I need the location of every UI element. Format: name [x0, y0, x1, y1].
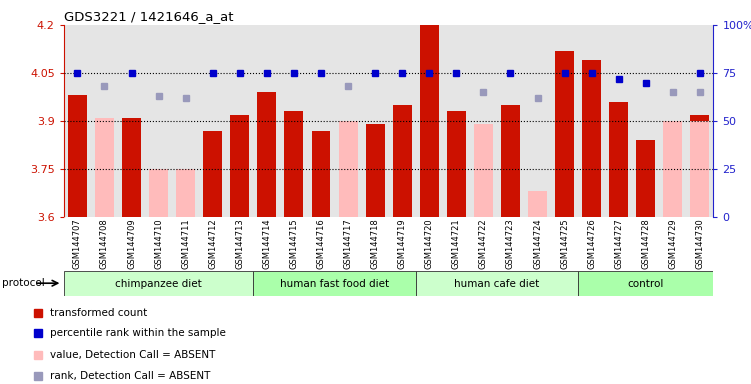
- Text: percentile rank within the sample: percentile rank within the sample: [50, 328, 226, 338]
- Bar: [470, 25, 497, 217]
- Bar: [95, 118, 114, 217]
- FancyBboxPatch shape: [578, 271, 713, 296]
- Text: GSM144710: GSM144710: [154, 218, 163, 269]
- Text: GSM144711: GSM144711: [181, 218, 190, 269]
- Bar: [68, 95, 87, 217]
- Text: GSM144722: GSM144722: [479, 218, 488, 269]
- Text: control: control: [628, 278, 664, 289]
- Bar: [609, 102, 628, 217]
- Bar: [690, 114, 710, 217]
- Bar: [149, 169, 168, 217]
- Text: chimpanzee diet: chimpanzee diet: [115, 278, 202, 289]
- Bar: [659, 25, 686, 217]
- Bar: [361, 25, 389, 217]
- Text: GSM144730: GSM144730: [695, 218, 704, 269]
- Text: GSM144709: GSM144709: [127, 218, 136, 269]
- Bar: [176, 169, 195, 217]
- Text: GSM144720: GSM144720: [425, 218, 434, 269]
- Text: GSM144719: GSM144719: [398, 218, 407, 269]
- Text: GSM144725: GSM144725: [560, 218, 569, 269]
- Bar: [555, 51, 574, 217]
- Bar: [663, 121, 683, 217]
- FancyBboxPatch shape: [253, 271, 416, 296]
- Bar: [551, 25, 578, 217]
- Text: GSM144724: GSM144724: [533, 218, 542, 269]
- Text: GSM144715: GSM144715: [289, 218, 298, 269]
- Text: human cafe diet: human cafe diet: [454, 278, 539, 289]
- Bar: [578, 25, 605, 217]
- Text: GSM144713: GSM144713: [235, 218, 244, 269]
- Bar: [366, 124, 385, 217]
- Text: GSM144717: GSM144717: [343, 218, 352, 269]
- Text: GSM144714: GSM144714: [262, 218, 271, 269]
- Text: GSM144729: GSM144729: [668, 218, 677, 269]
- Text: GSM144721: GSM144721: [452, 218, 461, 269]
- Bar: [285, 111, 303, 217]
- Bar: [312, 131, 330, 217]
- Bar: [145, 25, 172, 217]
- Text: GSM144716: GSM144716: [316, 218, 325, 269]
- Bar: [605, 25, 632, 217]
- Text: GSM144718: GSM144718: [370, 218, 379, 269]
- Bar: [393, 105, 412, 217]
- Bar: [443, 25, 470, 217]
- Bar: [528, 191, 547, 217]
- Text: GSM144727: GSM144727: [614, 218, 623, 269]
- Bar: [632, 25, 659, 217]
- Bar: [339, 121, 357, 217]
- Text: GSM144708: GSM144708: [100, 218, 109, 269]
- Text: GSM144728: GSM144728: [641, 218, 650, 269]
- Bar: [474, 124, 493, 217]
- Bar: [307, 25, 334, 217]
- Text: GSM144726: GSM144726: [587, 218, 596, 269]
- Bar: [420, 25, 439, 217]
- Bar: [447, 111, 466, 217]
- Bar: [172, 25, 199, 217]
- Bar: [204, 131, 222, 217]
- Bar: [226, 25, 253, 217]
- Bar: [524, 25, 551, 217]
- Text: human fast food diet: human fast food diet: [280, 278, 389, 289]
- Bar: [199, 25, 226, 217]
- Text: GDS3221 / 1421646_a_at: GDS3221 / 1421646_a_at: [64, 10, 234, 23]
- Text: protocol: protocol: [2, 278, 45, 288]
- Bar: [686, 25, 713, 217]
- Text: rank, Detection Call = ABSENT: rank, Detection Call = ABSENT: [50, 371, 210, 381]
- FancyBboxPatch shape: [416, 271, 578, 296]
- Bar: [690, 121, 710, 217]
- Bar: [122, 118, 141, 217]
- Bar: [416, 25, 443, 217]
- Text: GSM144723: GSM144723: [506, 218, 515, 269]
- Bar: [118, 25, 145, 217]
- Bar: [389, 25, 416, 217]
- Bar: [91, 25, 118, 217]
- Bar: [334, 25, 361, 217]
- Text: value, Detection Call = ABSENT: value, Detection Call = ABSENT: [50, 350, 216, 360]
- Text: GSM144712: GSM144712: [208, 218, 217, 269]
- Text: GSM144707: GSM144707: [73, 218, 82, 269]
- Bar: [253, 25, 280, 217]
- Bar: [64, 25, 91, 217]
- Bar: [501, 105, 520, 217]
- Bar: [497, 25, 524, 217]
- Bar: [231, 114, 249, 217]
- FancyBboxPatch shape: [64, 271, 253, 296]
- Bar: [582, 60, 601, 217]
- Text: transformed count: transformed count: [50, 308, 147, 318]
- Bar: [258, 92, 276, 217]
- Bar: [636, 140, 656, 217]
- Bar: [280, 25, 307, 217]
